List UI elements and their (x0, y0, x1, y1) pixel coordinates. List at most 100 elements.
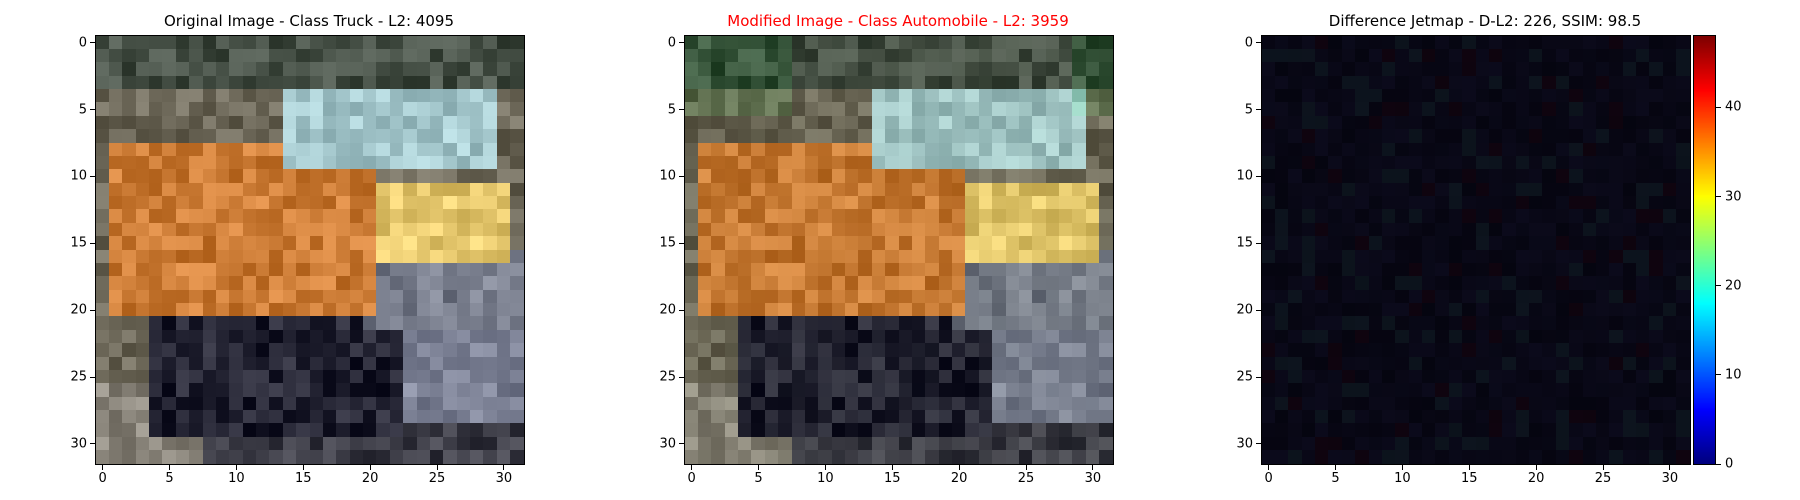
colorbar-tick-mark (1716, 374, 1721, 376)
modified-ytick-label: 25 (659, 369, 676, 385)
colorbar-tick-label: 40 (1725, 99, 1742, 115)
colorbar-tick-mark (1716, 196, 1721, 197)
colorbar-tick-label: 20 (1725, 278, 1742, 294)
original-ytick-mark (90, 376, 95, 378)
original-ytick-mark (90, 443, 95, 445)
modified-xtick-label: 5 (754, 471, 763, 486)
modified-ytick-label: 5 (667, 102, 676, 118)
difference-ytick-label: 0 (1244, 35, 1253, 51)
difference-xtick-label: 5 (1331, 471, 1340, 486)
title-modified: Modified Image - Class Automobile - L2: … (727, 12, 1069, 30)
original-xtick-label: 5 (165, 471, 174, 486)
original-ytick-label: 0 (78, 35, 87, 51)
difference-xtick-label: 10 (1394, 471, 1411, 486)
original-image (95, 35, 525, 465)
original-ytick-label: 30 (70, 436, 87, 452)
difference-ytick-label: 10 (1236, 168, 1253, 184)
colorbar-tick-label: 0 (1725, 456, 1734, 472)
difference-ytick-label: 25 (1236, 369, 1253, 385)
original-ytick-label: 10 (70, 168, 87, 184)
original-xtick-label: 15 (295, 471, 312, 486)
modified-xtick-mark (691, 465, 693, 470)
original-xtick-label: 10 (228, 471, 245, 486)
original-ytick-mark (90, 175, 95, 177)
difference-ytick-label: 30 (1236, 436, 1253, 452)
modified-xtick-label: 15 (884, 471, 901, 486)
modified-xtick-mark (758, 465, 760, 470)
original-xtick-mark (302, 465, 304, 470)
difference-jetmap (1261, 35, 1691, 465)
modified-xtick-label: 10 (817, 471, 834, 486)
difference-ytick-label: 20 (1236, 302, 1253, 318)
difference-xtick-label: 25 (1594, 471, 1612, 486)
difference-xtick-mark (1401, 465, 1403, 470)
original-ytick-mark (90, 42, 95, 44)
difference-ytick-mark (1256, 376, 1261, 378)
modified-ytick-mark (679, 109, 684, 111)
modified-ytick-mark (679, 376, 684, 378)
modified-xtick-mark (1092, 465, 1094, 470)
difference-xtick-mark (1669, 465, 1671, 470)
difference-ytick-mark (1256, 175, 1261, 177)
title-original: Original Image - Class Truck - L2: 4095 (163, 12, 455, 30)
modified-xtick-label: 20 (950, 471, 968, 486)
original-ytick-mark (90, 242, 95, 244)
original-xtick-mark (503, 465, 505, 470)
original-ytick-mark (90, 109, 95, 111)
difference-ytick-mark (1256, 42, 1261, 44)
difference-xtick-mark (1535, 465, 1537, 470)
original-xtick-label: 25 (428, 471, 446, 486)
modified-xtick-mark (1025, 465, 1027, 470)
difference-xtick-mark (1468, 465, 1470, 470)
modified-ytick-mark (679, 309, 684, 311)
modified-ytick-label: 20 (659, 302, 676, 318)
original-xtick-mark (369, 465, 371, 470)
difference-xtick-mark (1335, 465, 1337, 470)
difference-ytick-label: 5 (1244, 102, 1253, 118)
modified-ytick-label: 0 (667, 35, 676, 51)
modified-xtick-label: 30 (1084, 471, 1102, 486)
modified-ytick-label: 30 (659, 436, 676, 452)
difference-ytick-mark (1256, 242, 1261, 244)
difference-ytick-mark (1256, 309, 1261, 311)
modified-xtick-label: 25 (1017, 471, 1035, 486)
colorbar (1693, 35, 1716, 465)
original-ytick-label: 15 (70, 235, 87, 251)
difference-xtick-mark (1602, 465, 1604, 470)
modified-xtick-label: 0 (687, 471, 696, 486)
original-xtick-mark (436, 465, 438, 470)
difference-xtick-label: 15 (1461, 471, 1478, 486)
original-xtick-label: 20 (361, 471, 379, 486)
difference-xtick-label: 0 (1264, 471, 1273, 486)
difference-xtick-label: 30 (1661, 471, 1679, 486)
original-xtick-mark (235, 465, 237, 470)
difference-ytick-mark (1256, 443, 1261, 445)
original-ytick-label: 25 (70, 369, 87, 385)
difference-ytick-label: 15 (1236, 235, 1253, 251)
modified-xtick-mark (891, 465, 893, 470)
colorbar-tick-mark (1716, 463, 1721, 465)
original-xtick-mark (102, 465, 104, 470)
original-image-canvas (96, 36, 524, 464)
modified-ytick-label: 15 (659, 235, 676, 251)
colorbar-gradient (1694, 36, 1715, 464)
modified-image-canvas (685, 36, 1113, 464)
difference-xtick-label: 20 (1527, 471, 1545, 486)
difference-xtick-mark (1268, 465, 1270, 470)
modified-ytick-label: 10 (659, 168, 676, 184)
original-ytick-mark (90, 309, 95, 311)
difference-ytick-mark (1256, 109, 1261, 111)
modified-ytick-mark (679, 242, 684, 244)
modified-xtick-mark (824, 465, 826, 470)
original-ytick-label: 5 (78, 102, 87, 118)
modified-ytick-mark (679, 443, 684, 445)
original-xtick-label: 0 (98, 471, 107, 486)
original-xtick-label: 30 (495, 471, 513, 486)
original-ytick-label: 20 (70, 302, 87, 318)
modified-ytick-mark (679, 42, 684, 44)
colorbar-tick-mark (1716, 106, 1721, 108)
colorbar-tick-mark (1716, 285, 1721, 287)
difference-jetmap-canvas (1262, 36, 1690, 464)
colorbar-tick-label: 30 (1725, 189, 1742, 204)
modified-xtick-mark (958, 465, 960, 470)
